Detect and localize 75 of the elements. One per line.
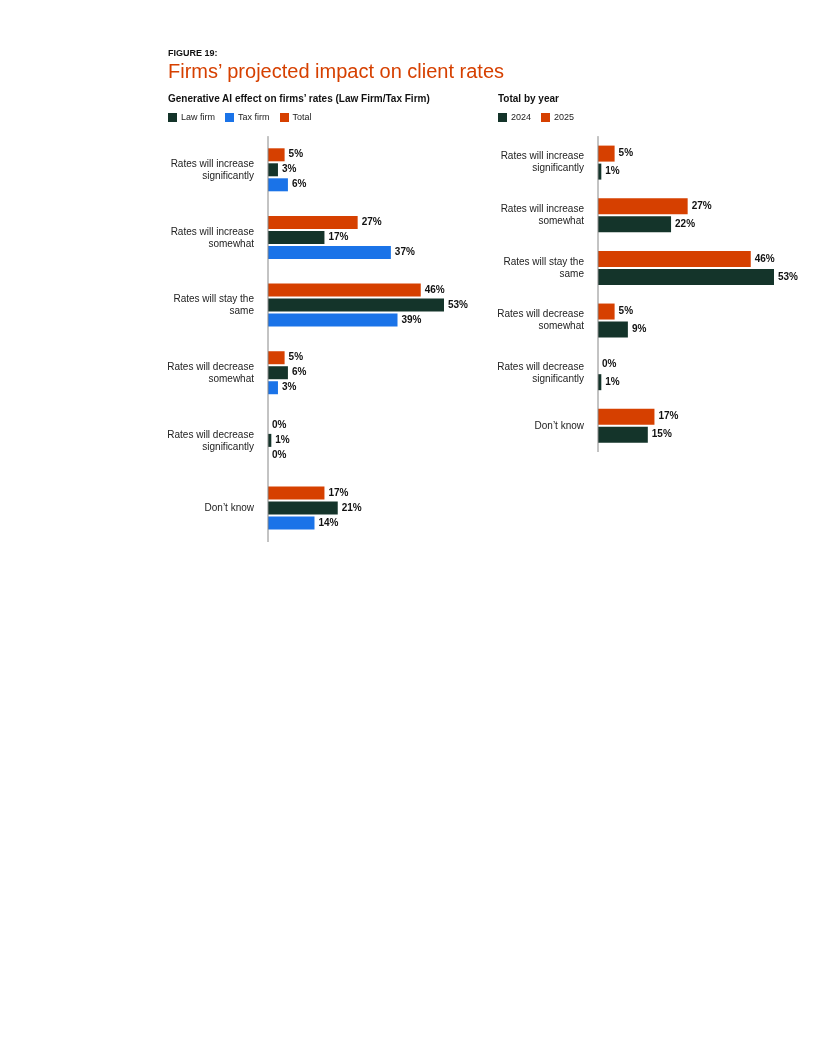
data-label: 17% — [658, 410, 679, 422]
bar — [268, 178, 288, 192]
bar — [268, 283, 421, 297]
legend-label: 2024 — [511, 112, 532, 122]
bar — [598, 408, 655, 425]
data-label: 21% — [341, 501, 362, 513]
data-label: 0% — [272, 419, 287, 431]
data-label: 27% — [361, 216, 382, 228]
legend-label: Tax firm — [238, 112, 270, 122]
data-label: 3% — [281, 163, 297, 175]
data-label: 6% — [291, 366, 307, 378]
legend-label: Total — [292, 112, 312, 122]
data-label: 0% — [272, 449, 287, 461]
bar — [598, 250, 751, 267]
bar — [268, 381, 278, 395]
data-label: 15% — [651, 428, 672, 440]
data-label: 37% — [394, 246, 415, 258]
data-label: 1% — [275, 434, 290, 446]
data-label: 6% — [291, 178, 307, 190]
data-label: 0% — [602, 357, 617, 369]
y-tick-label: Rates will decrease somewhat — [167, 360, 255, 384]
bar — [268, 486, 325, 500]
bar — [598, 268, 774, 285]
y-tick-label: Rates will decrease somewhat — [497, 308, 585, 332]
data-label: 5% — [288, 148, 304, 160]
bar — [598, 145, 615, 162]
data-label: 5% — [618, 305, 634, 317]
bar — [268, 148, 285, 162]
data-label: 27% — [691, 199, 712, 211]
data-label: 53% — [778, 270, 799, 282]
chart-title: Generative AI effect on firms’ rates (Law Firm/Tax Firm) — [168, 93, 431, 104]
y-tick-label: Rates will decrease significantly — [497, 360, 585, 384]
legend-label: 2025 — [554, 112, 575, 122]
data-label: 9% — [631, 323, 647, 335]
data-label: 14% — [318, 516, 339, 528]
data-label: 17% — [328, 231, 349, 243]
bar — [268, 516, 315, 530]
bar — [598, 321, 628, 338]
y-tick-label: Rates will increase somewhat — [500, 202, 585, 226]
data-label: 46% — [424, 283, 445, 295]
data-label: 1% — [605, 165, 620, 177]
chart-title: Total by year — [498, 93, 560, 104]
y-tick-label: Rates will stay the same — [503, 255, 585, 279]
data-label: 17% — [328, 486, 349, 498]
bar — [268, 215, 358, 229]
y-tick-label: Rates will decrease significantly — [167, 428, 255, 452]
bar — [268, 245, 391, 259]
data-label: 1% — [605, 375, 620, 387]
bar — [598, 198, 688, 215]
data-label: 39% — [401, 313, 422, 325]
y-tick-label: Rates will increase significantly — [170, 157, 255, 181]
data-label: 53% — [448, 298, 469, 310]
text: Firms’ projected impact on client rates — [168, 60, 506, 83]
y-tick-label: Rates will increase significantly — [500, 150, 585, 174]
legend-label: Law firm — [181, 112, 216, 122]
bar — [598, 216, 672, 233]
y-tick-label: Don’t know — [204, 501, 255, 513]
y-tick-label: Rates will stay the same — [173, 292, 255, 316]
data-label: 46% — [754, 252, 775, 264]
data-label: 22% — [675, 217, 696, 229]
y-tick-label: Rates will increase somewhat — [170, 225, 255, 249]
bar — [268, 501, 338, 515]
bar — [268, 313, 398, 327]
bar — [598, 426, 648, 443]
caption: FIGURE 19: — [168, 48, 219, 58]
bar — [598, 303, 615, 320]
data-label: 5% — [618, 147, 634, 159]
y-tick-label: Don’t know — [534, 419, 585, 431]
bar — [268, 366, 288, 380]
data-label: 5% — [288, 351, 304, 363]
bar — [268, 351, 285, 365]
bar — [268, 298, 444, 312]
data-label: 3% — [281, 381, 297, 393]
bar — [268, 230, 325, 244]
bar — [268, 163, 278, 177]
